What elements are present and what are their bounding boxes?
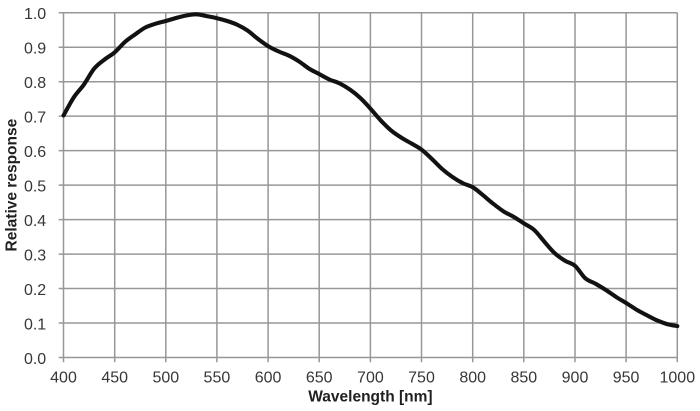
svg-text:750: 750 — [408, 369, 435, 386]
svg-text:0.1: 0.1 — [24, 317, 46, 334]
svg-text:Relative response: Relative response — [4, 118, 21, 251]
svg-text:0.8: 0.8 — [24, 75, 46, 92]
svg-text:700: 700 — [357, 369, 384, 386]
svg-text:0.7: 0.7 — [24, 110, 46, 127]
svg-text:0.0: 0.0 — [24, 351, 46, 368]
svg-text:650: 650 — [306, 369, 333, 386]
svg-text:950: 950 — [613, 369, 640, 386]
svg-text:800: 800 — [459, 369, 486, 386]
svg-text:1.0: 1.0 — [24, 6, 46, 23]
svg-text:0.2: 0.2 — [24, 282, 46, 299]
svg-text:400: 400 — [50, 369, 77, 386]
svg-text:0.5: 0.5 — [24, 179, 46, 196]
svg-text:Wavelength [nm]: Wavelength [nm] — [308, 389, 432, 406]
svg-text:850: 850 — [510, 369, 537, 386]
svg-text:0.4: 0.4 — [24, 213, 46, 230]
svg-text:450: 450 — [101, 369, 128, 386]
svg-text:500: 500 — [152, 369, 179, 386]
svg-text:900: 900 — [562, 369, 589, 386]
svg-text:600: 600 — [255, 369, 282, 386]
svg-text:550: 550 — [204, 369, 231, 386]
svg-text:0.6: 0.6 — [24, 144, 46, 161]
svg-text:1000: 1000 — [660, 369, 696, 386]
svg-text:0.3: 0.3 — [24, 248, 46, 265]
svg-text:0.9: 0.9 — [24, 41, 46, 58]
